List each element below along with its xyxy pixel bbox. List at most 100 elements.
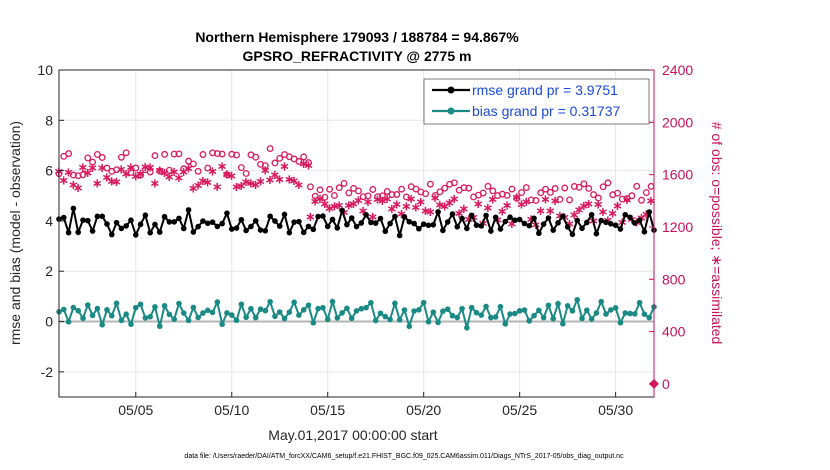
rmse-point (646, 209, 653, 215)
obs-possible-marker (345, 189, 353, 197)
obs-assimilated-marker: ∗ (289, 174, 300, 189)
obs-assimilated-marker: ∗ (439, 200, 450, 215)
obs-possible-marker (194, 167, 202, 175)
bias-point (89, 312, 96, 319)
obs-possible-marker (326, 185, 334, 193)
bias-point (147, 313, 153, 320)
obs-assimilated-marker: ∗ (78, 161, 89, 176)
obs-assimilated-marker: ∗ (212, 180, 223, 195)
y-right-tick-label: 0 (662, 376, 670, 392)
bias-point (420, 299, 427, 306)
rmse-point (545, 215, 552, 221)
obs-assimilated-marker: ∗ (435, 198, 446, 213)
bias-point (646, 314, 653, 321)
obs-possible-marker (165, 166, 173, 174)
rmse-point (459, 215, 465, 222)
ticks-layer: 05/05 05/10 05/15 05/20 05/25 05/30 -2 0 2 4 6 8 10 0… (37, 62, 693, 418)
rmse-point (113, 219, 120, 226)
obs-possible-marker (252, 153, 260, 161)
obs-assimilated-marker: ∗ (554, 209, 565, 224)
obs-possible-marker (170, 150, 178, 158)
bias-point (531, 312, 537, 319)
bias-point (128, 321, 134, 328)
bias-point (584, 307, 590, 313)
rmse-point (593, 230, 600, 237)
bias-point (252, 314, 259, 321)
bias-point (305, 302, 312, 308)
obs-assimilated-marker: ∗ (339, 205, 350, 220)
bias-point (636, 299, 643, 306)
obs-possible-marker (300, 153, 308, 161)
obs-assimilated-marker: ∗ (540, 193, 551, 208)
obs-assimilated-marker: ∗ (169, 165, 180, 180)
rmse-point (603, 219, 609, 226)
obs-assimilated-marker: ∗ (430, 191, 441, 206)
obs-assimilated-marker: ∗ (578, 199, 589, 214)
bias-point (75, 307, 81, 314)
obs-assimilated-marker: ∗ (178, 165, 189, 180)
obs-possible-marker (527, 196, 535, 204)
bias-point (80, 315, 86, 322)
y-left-tick-label: 8 (45, 112, 53, 128)
bias-point (334, 315, 341, 321)
obs-assimilated-marker: ∗ (183, 162, 194, 177)
obs-assimilated-marker: ∗ (260, 163, 271, 178)
legend-rmse-marker (447, 86, 455, 94)
bias-point (459, 305, 465, 312)
bias-point (406, 323, 413, 330)
bias-point (502, 321, 509, 327)
bias-point (603, 311, 609, 317)
obs-assimilated-marker: ∗ (463, 212, 474, 227)
obs-possible-marker (175, 150, 183, 158)
bias-point (411, 308, 417, 314)
obs-possible-marker (585, 185, 593, 192)
bias-point (564, 303, 571, 309)
obs-assimilated-marker: ∗ (502, 198, 513, 213)
bias-point (185, 317, 192, 324)
bias-point (593, 310, 600, 316)
rmse-point (617, 226, 624, 232)
obs-assimilated-marker: ∗ (377, 194, 388, 209)
obs-possible-marker (628, 192, 636, 200)
bias-point (363, 304, 369, 311)
obs-possible-marker (311, 192, 319, 200)
rmse-point (464, 225, 470, 232)
obs-possible-marker (402, 193, 410, 201)
bias-point (70, 304, 77, 311)
obs-possible-marker (489, 187, 497, 195)
rmse-point (104, 221, 110, 227)
bias-point (257, 306, 264, 313)
obs-possible-marker (189, 160, 197, 168)
obs-assimilated-marker: ∗ (526, 213, 537, 228)
rmse-point (348, 215, 355, 221)
bias-point (262, 307, 269, 314)
obs-possible-marker (561, 184, 569, 192)
obs-assimilated-marker: ∗ (516, 198, 527, 213)
obs-assimilated-marker: ∗ (202, 176, 213, 191)
y-right-tick-label: 800 (662, 271, 686, 287)
bias-point (152, 304, 158, 310)
obs-assimilated-marker: ∗ (135, 167, 146, 182)
obs-possible-marker (261, 162, 269, 170)
rmse-point (108, 231, 115, 238)
obs-assimilated-marker: ∗ (583, 197, 594, 212)
bias-point (300, 307, 307, 313)
rmse-point (353, 223, 360, 230)
obs-assimilated-marker: ∗ (68, 178, 79, 193)
obs-assimilated-marker: ∗ (415, 195, 426, 210)
obs-assimilated-marker: ∗ (226, 169, 237, 184)
rmse-point (430, 221, 437, 228)
rmse-point (180, 225, 187, 232)
obs-assimilated-marker: ∗ (449, 192, 460, 207)
y-right-tick-label: 2400 (662, 62, 693, 78)
y-right-tick-label: 1200 (662, 219, 693, 235)
bias-point (622, 310, 629, 316)
bias-point (238, 301, 245, 308)
bias-point (598, 298, 605, 305)
rmse-point (161, 213, 168, 220)
obs-possible-marker (647, 182, 655, 190)
rmse-point (358, 220, 365, 226)
obs-assimilated-marker: ∗ (140, 160, 151, 175)
rmse-point (560, 213, 566, 219)
